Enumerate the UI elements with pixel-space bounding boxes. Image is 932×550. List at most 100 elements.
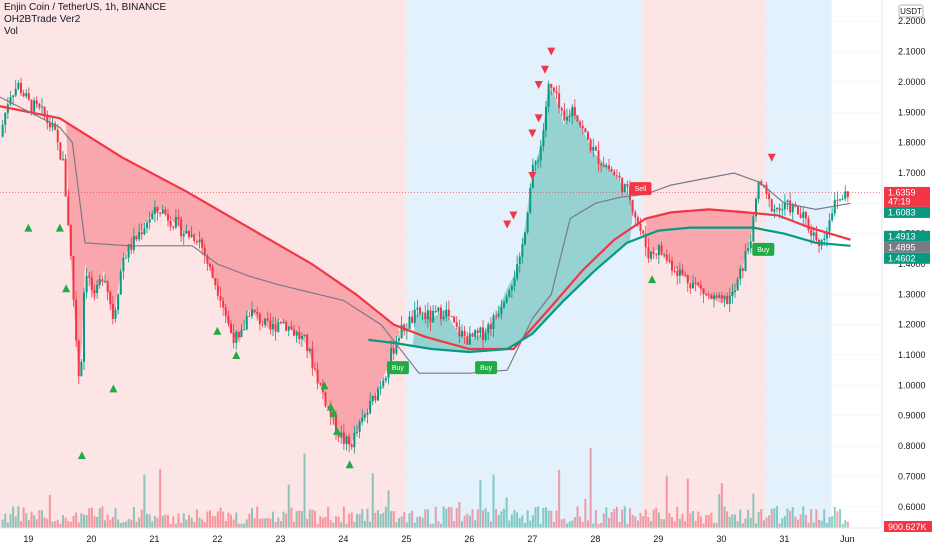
candle-body xyxy=(64,158,67,197)
volume-bar xyxy=(739,509,742,528)
candle-body xyxy=(167,214,169,221)
candle-body xyxy=(581,125,584,129)
down-arrow xyxy=(534,80,543,89)
volume-bar xyxy=(613,508,616,528)
candle-body xyxy=(240,329,243,338)
volume-bar xyxy=(794,516,797,528)
candle-body xyxy=(227,315,230,324)
volume-bar xyxy=(791,507,794,528)
price-label: 1.6083 xyxy=(884,206,930,218)
time-axis[interactable]: 19 20 21 22 23 24 25 26 27 28 29 30 31 Jun xyxy=(0,527,882,550)
candle-body xyxy=(48,122,51,128)
candle-body xyxy=(768,193,771,200)
volume-bar xyxy=(665,475,668,528)
candle-body xyxy=(810,230,813,236)
volume-bar xyxy=(495,509,498,528)
candle-body xyxy=(138,232,141,240)
candle-body xyxy=(22,93,25,97)
price-label: 1.4913 xyxy=(884,230,930,242)
candle-body xyxy=(815,232,818,241)
volume-bar xyxy=(350,512,353,528)
volume-bar xyxy=(59,523,62,528)
candle-body xyxy=(353,432,356,448)
volume-bar xyxy=(300,510,303,528)
candle-body xyxy=(266,318,269,321)
volume-bar xyxy=(395,522,398,528)
candle-body xyxy=(539,146,542,161)
candle-body xyxy=(172,226,175,228)
candle-body xyxy=(198,239,201,243)
signal-box xyxy=(629,182,652,196)
volume-title[interactable]: Vol xyxy=(4,26,18,37)
candle-body xyxy=(96,284,99,293)
volume-bar xyxy=(615,506,618,528)
candle-body xyxy=(159,212,162,214)
volume-bar xyxy=(508,520,511,528)
indicator-lines xyxy=(0,96,851,374)
candle-body xyxy=(605,165,608,168)
candle-body xyxy=(665,254,668,261)
candle-body xyxy=(62,158,64,160)
volume-bar xyxy=(510,514,513,528)
candle-body xyxy=(613,171,616,176)
symbol-title[interactable]: Enjin Coin / TetherUS, 1h, BINANCE xyxy=(4,2,167,13)
candle-body xyxy=(243,329,246,331)
candle-body xyxy=(489,324,492,329)
candle-body xyxy=(844,191,847,199)
candle-body xyxy=(841,198,844,200)
candle-body xyxy=(534,161,537,165)
volume-bar xyxy=(581,521,584,528)
candle-body xyxy=(453,316,456,323)
candle-body xyxy=(261,324,264,326)
price-label-box xyxy=(884,206,930,218)
up-arrow xyxy=(109,384,118,393)
price-label-text: 1.4602 xyxy=(888,253,916,263)
candle-body xyxy=(466,335,469,345)
candle-body xyxy=(516,264,519,279)
up-arrow xyxy=(55,223,64,232)
price-axis[interactable]: 2.2000 2.1000 2.0000 1.9000 1.8000 1.7000 1.60… xyxy=(881,0,932,550)
volume-bar xyxy=(689,513,692,528)
candle-body xyxy=(789,200,792,213)
volume-bar xyxy=(521,515,524,528)
volume-bar xyxy=(17,506,20,528)
candle-body xyxy=(195,241,198,243)
volume-bar xyxy=(290,507,293,528)
price-tick-label: 1.8000 xyxy=(898,138,926,148)
volume-bar xyxy=(245,519,248,528)
volume-bar xyxy=(172,516,175,528)
candle-body xyxy=(560,108,563,111)
candle-body xyxy=(547,83,550,107)
volume-bar xyxy=(130,519,133,528)
volume-bar xyxy=(156,517,159,528)
volume-bar xyxy=(337,516,340,528)
volume-bar xyxy=(230,514,232,528)
volume-bar xyxy=(563,518,566,528)
volume-bar xyxy=(408,513,411,528)
volume-bar xyxy=(222,511,225,528)
volume-bar xyxy=(618,521,621,528)
volume-bar xyxy=(655,507,658,528)
time-tick-label: 29 xyxy=(653,534,663,544)
price-tick-label: 0.9000 xyxy=(898,411,926,421)
candle-body xyxy=(802,212,805,218)
candle-body xyxy=(770,199,773,212)
signal-box xyxy=(752,242,775,256)
candle-body xyxy=(83,292,85,362)
volume-bar xyxy=(41,510,43,528)
volume-bar xyxy=(303,453,306,528)
price-tick-label: 2.0000 xyxy=(898,77,926,87)
volume-bar xyxy=(668,513,671,528)
volume-bar xyxy=(594,510,597,528)
volume-bar xyxy=(122,522,125,528)
volume-bar xyxy=(342,506,345,528)
candle-body xyxy=(566,116,568,121)
volume-bar xyxy=(447,506,450,528)
volume-bar xyxy=(405,522,408,528)
indicator-title[interactable]: OH2BTrade Ver2 xyxy=(4,14,81,25)
candle-body xyxy=(600,163,603,166)
volume-bar xyxy=(153,515,156,528)
candle-body xyxy=(350,444,353,448)
volume-bar xyxy=(340,522,343,528)
